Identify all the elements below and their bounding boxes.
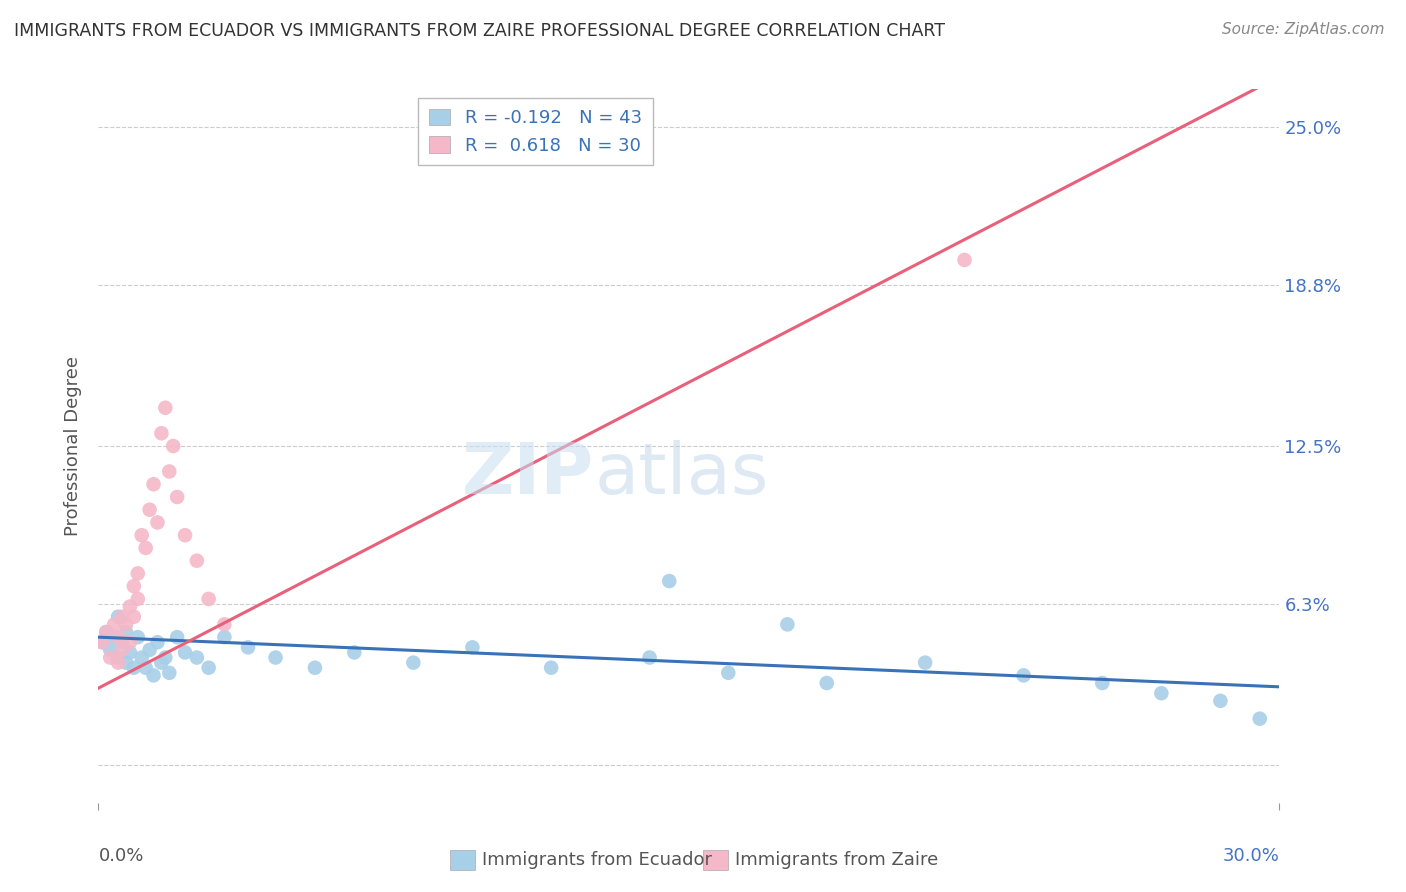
Point (131, 528, 153, 542)
Point (402, 656, 425, 670)
Point (1012, 668, 1035, 682)
Point (138, 502, 160, 516)
Point (98, 643, 121, 657)
Point (122, 579, 145, 593)
Point (1150, 686, 1173, 700)
Point (236, 640, 259, 655)
Y-axis label: Professional Degree: Professional Degree (65, 356, 83, 536)
Point (142, 477, 165, 491)
Point (166, 490, 188, 504)
Point (214, 630, 236, 644)
Point (96, 625, 118, 640)
Text: ZIP: ZIP (463, 440, 595, 509)
Text: Immigrants from Ecuador: Immigrants from Ecuador (482, 851, 713, 869)
Point (131, 650, 153, 665)
Point (111, 635, 134, 649)
Point (150, 656, 173, 670)
Point (91, 635, 114, 649)
Point (103, 617, 125, 632)
Point (638, 650, 661, 665)
Point (91, 635, 114, 649)
Point (1249, 712, 1271, 726)
Point (115, 617, 138, 632)
Point (815, 676, 838, 690)
Text: atlas: atlas (595, 440, 769, 509)
Point (155, 401, 177, 415)
Point (776, 617, 799, 632)
Point (157, 465, 180, 479)
Text: IMMIGRANTS FROM ECUADOR VS IMMIGRANTS FROM ZAIRE PROFESSIONAL DEGREE CORRELATION: IMMIGRANTS FROM ECUADOR VS IMMIGRANTS FR… (14, 22, 945, 40)
Point (135, 661, 157, 675)
Point (214, 617, 236, 632)
Point (162, 439, 184, 453)
Point (197, 591, 219, 606)
Point (1091, 676, 1114, 690)
Point (98, 650, 121, 665)
Point (135, 541, 157, 555)
Point (343, 645, 366, 659)
Point (107, 630, 129, 644)
Point (174, 645, 197, 659)
Point (146, 635, 169, 649)
Point (150, 426, 173, 441)
Point (127, 591, 149, 606)
Point (111, 609, 134, 624)
Point (138, 643, 160, 657)
Point (107, 650, 129, 665)
Point (174, 528, 197, 542)
Point (197, 661, 219, 675)
Point (118, 645, 141, 659)
Point (122, 609, 145, 624)
Text: 0.0%: 0.0% (98, 847, 143, 865)
Point (122, 661, 145, 675)
Point (157, 665, 180, 680)
Text: Immigrants from Zaire: Immigrants from Zaire (735, 851, 939, 869)
Point (155, 650, 177, 665)
Point (107, 609, 129, 624)
Point (914, 656, 936, 670)
Point (717, 665, 740, 680)
Point (461, 640, 484, 655)
Point (540, 661, 562, 675)
Point (118, 599, 141, 614)
Point (115, 656, 138, 670)
Point (107, 656, 129, 670)
Text: Source: ZipAtlas.com: Source: ZipAtlas.com (1222, 22, 1385, 37)
Point (115, 625, 138, 640)
Point (146, 516, 169, 530)
Point (1209, 694, 1232, 708)
Point (103, 630, 125, 644)
Legend: R = -0.192   N = 43, R =  0.618   N = 30: R = -0.192 N = 43, R = 0.618 N = 30 (418, 98, 652, 165)
Point (304, 661, 326, 675)
Point (118, 635, 141, 649)
Text: 30.0%: 30.0% (1223, 847, 1279, 865)
Point (264, 650, 287, 665)
Point (658, 574, 681, 588)
Point (186, 650, 208, 665)
Point (166, 630, 188, 644)
Point (111, 643, 134, 657)
Point (127, 566, 149, 581)
Point (953, 252, 976, 267)
Point (186, 554, 208, 568)
Point (96, 625, 118, 640)
Point (127, 630, 149, 644)
Point (142, 668, 165, 682)
